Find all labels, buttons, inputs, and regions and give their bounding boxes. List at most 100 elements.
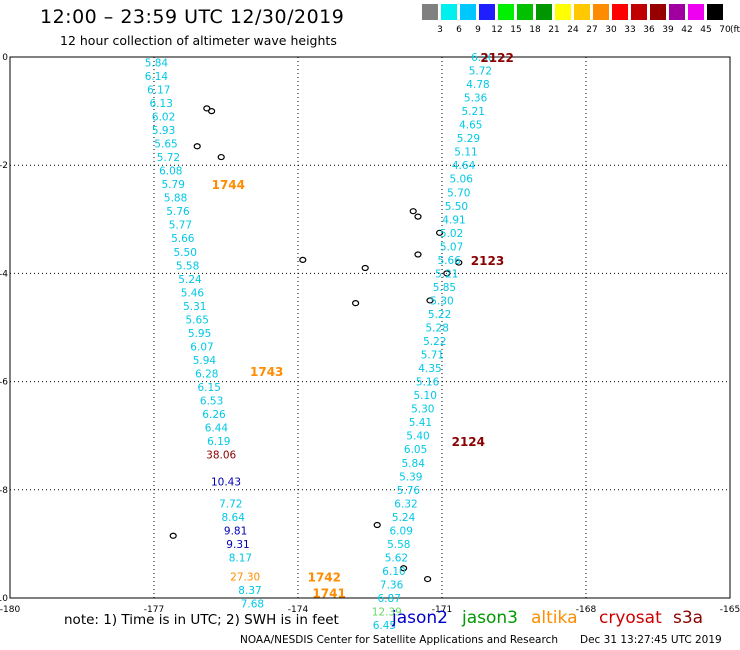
wave-height-label: 5.30 [411,404,434,416]
colorbar-label: 18 [529,25,541,35]
island-outline [424,575,432,583]
footer-timestamp: Dec 31 13:27:45 UTC 2019 [580,634,722,646]
colorbar-swatch [479,4,495,20]
island-outline [169,532,177,539]
island-outline [400,565,408,572]
wave-height-label: 6.45 [373,620,396,632]
island-outline [299,256,307,263]
wave-height-label: 5.36 [464,93,488,105]
wave-height-label: 27.30 [230,571,260,583]
wave-height-label: 5.41 [409,417,432,429]
colorbar-label: 27 [586,25,598,35]
wave-height-label: 5.70 [447,187,470,199]
wave-height-label: 5.40 [406,431,429,443]
wave-height-label: 6.10 [382,566,405,578]
colorbar-label: 9 [475,25,481,35]
wave-height-label: 6.05 [404,444,427,456]
colorbar-label: 42 [681,25,693,35]
colorbar-swatch [498,4,514,20]
wave-height-label: 5.24 [392,512,416,524]
colorbar-swatch [422,4,438,20]
colorbar-label: 24 [567,25,579,35]
wave-height-label: 5.84 [145,57,169,69]
wave-height-label: 5.06 [450,174,474,186]
island-outline [217,153,225,161]
x-tick-label: -171 [432,605,452,615]
pass-label: 2122 [480,51,513,65]
island-outline [352,300,360,307]
island-outline [426,297,434,304]
island-outline [373,521,381,529]
wave-height-label: 5.07 [440,241,463,253]
wave-height-label: 6.13 [150,98,173,110]
wave-height-label: 6.09 [390,525,413,537]
island-outline [361,264,369,272]
wave-height-label: 6.26 [202,409,226,421]
wave-height-label: 5.72 [469,66,492,78]
wave-height-label: 6.14 [145,71,169,83]
colorbar-label: 36 [643,25,655,35]
y-tick-label: -2 [0,161,8,171]
wave-height-label: 6.44 [205,423,229,435]
wave-height-label: 38.06 [206,450,236,462]
wave-height-label: 5.72 [157,152,180,164]
x-tick-label: -168 [576,605,597,615]
time-note: note: 1) Time is in UTC; 2) SWH is in fe… [64,612,339,628]
wave-height-label: 5.58 [387,539,410,551]
footer-credit: NOAA/NESDIS Center for Satellite Applica… [240,634,558,646]
colorbar-label: 39 [662,25,674,35]
wave-height-label: 7.68 [241,598,264,610]
colorbar-label: 21 [548,25,560,35]
map-frame [9,56,731,599]
wave-height-label: 5.02 [440,228,463,240]
x-tick-label: -165 [720,605,740,615]
wave-height-label: 6.19 [207,436,230,448]
wave-height-label: 6.08 [159,166,182,178]
wave-height-label: 5.21 [435,268,458,280]
map-subtitle: 12 hour collection of altimeter wave hei… [60,33,337,48]
wave-height-label: 8.64 [222,512,246,524]
colorbar-swatch [631,4,647,20]
grid-layer: -180 -177 -174 -171 -168 -165 0 -2 -4 -6 -8 -10 [0,53,740,615]
island-outline [455,259,463,266]
wave-height-label: 5.21 [462,106,485,118]
pass-label: 1742 [308,570,341,584]
wave-height-label: 6.30 [471,52,494,64]
colorbar-label: 70 [719,25,731,35]
wave-height-label: 5.77 [169,220,192,232]
colorbar-swatch [688,4,704,20]
wave-height-label: 10.43 [211,477,241,489]
island-outline [436,229,444,236]
island-outline [193,143,201,150]
wave-height-label: 5.50 [174,247,197,259]
wave-height-label: 5.50 [445,201,468,213]
wave-height-label: 5.84 [402,458,426,470]
wave-height-label: 5.66 [171,233,195,245]
wave-height-label: 5.93 [152,125,175,137]
wave-height-label: 6.53 [200,396,223,408]
wave-height-label: 6.15 [198,382,221,394]
x-tick-label: -174 [288,605,309,615]
colorbar-swatch [593,4,609,20]
wave-height-label: 12.39 [372,607,402,619]
wave-height-label: 5.46 [181,287,205,299]
colorbar-swatch [650,4,666,20]
pass-label: 1741 [312,587,345,601]
wave-height-label: 4.64 [452,160,476,172]
colorbar-label: 33 [624,25,636,35]
wave-height-label: 6.32 [394,498,417,510]
wave-height-label: 5.65 [186,314,209,326]
wave-height-label: 5.22 [423,336,446,348]
colorbar-label: 15 [510,25,522,35]
pass-label: 1744 [212,178,245,192]
colorbar-swatch [441,4,457,20]
wave-height-label: 5.16 [416,377,440,389]
wave-height-label: 5.76 [397,485,421,497]
island-outline [409,208,417,215]
colorbar-swatch [460,4,476,20]
colorbar-swatch [517,4,533,20]
colorbar-swatch [707,4,723,20]
pass-label: 2123 [471,254,504,268]
wave-height-label: 5.29 [457,133,480,145]
